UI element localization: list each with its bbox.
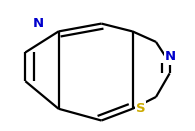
Text: N: N [165, 50, 176, 64]
Text: S: S [136, 102, 145, 115]
Text: N: N [32, 17, 44, 30]
